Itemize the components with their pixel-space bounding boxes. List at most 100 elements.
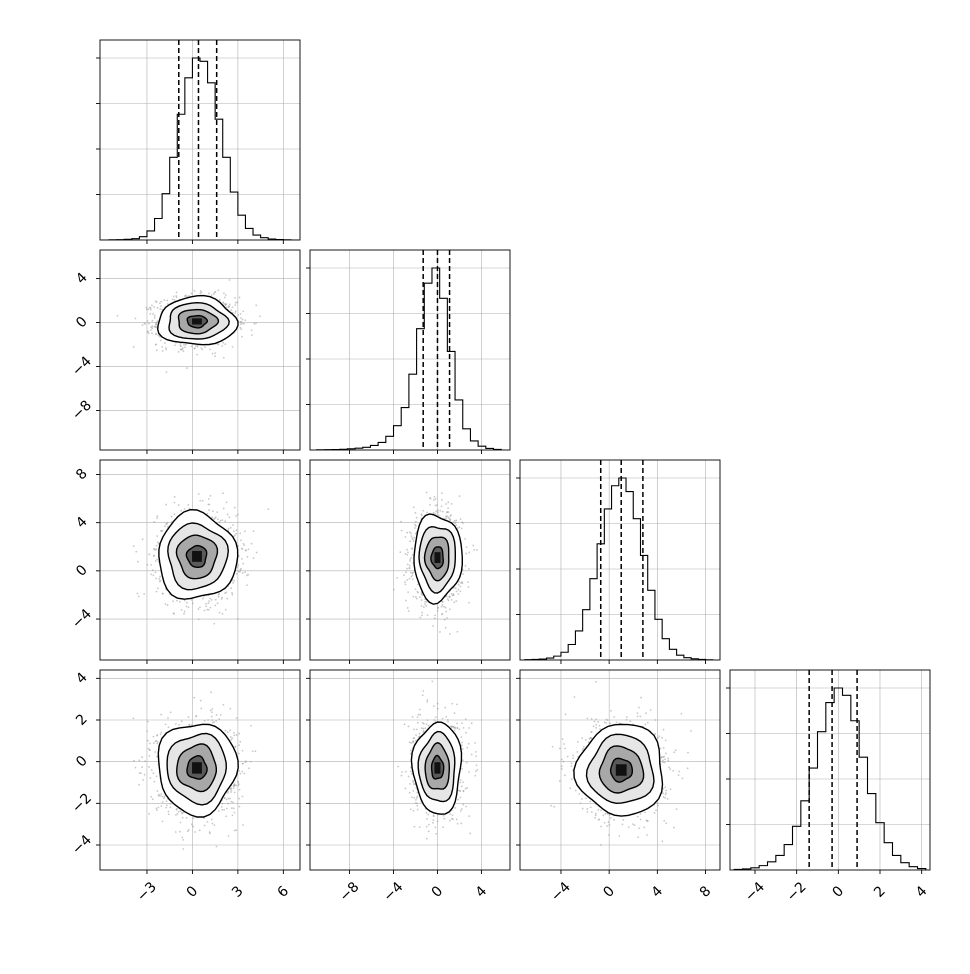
scatter-point [407, 775, 410, 778]
scatter-point [457, 583, 460, 586]
scatter-point [238, 797, 241, 800]
scatter-point [210, 691, 213, 694]
scatter-point [226, 597, 229, 600]
scatter-point [148, 749, 151, 751]
scatter-point [217, 518, 219, 521]
scatter-point [425, 723, 428, 726]
scatter-point [414, 532, 417, 535]
scatter-point [209, 348, 211, 351]
scatter-point [194, 715, 197, 718]
tick-label-x-1-3: 4 [473, 883, 491, 901]
scatter-point [134, 766, 137, 769]
scatter-point [153, 780, 156, 783]
scatter-point [253, 322, 256, 325]
scatter-point [158, 578, 161, 580]
scatter-point [448, 595, 451, 598]
tick-label-y-3-2: 0 [73, 753, 91, 771]
scatter-point [461, 722, 463, 725]
pair-panel-0-3 [100, 670, 300, 870]
scatter-point [649, 709, 652, 711]
scatter-point [166, 604, 169, 606]
scatter-point [412, 506, 415, 509]
scatter-point [146, 564, 149, 566]
scatter-point [452, 521, 455, 524]
scatter-point [165, 503, 168, 506]
scatter-point [229, 736, 232, 738]
scatter-point [149, 308, 152, 311]
scatter-point [409, 558, 412, 561]
scatter-point [193, 289, 196, 292]
scatter-point [156, 306, 159, 309]
scatter-point [680, 712, 683, 715]
scatter-point [171, 298, 174, 301]
scatter-point [181, 347, 184, 350]
scatter-point [622, 818, 625, 821]
scatter-point [595, 723, 598, 726]
scatter-point [410, 770, 412, 773]
scatter-point [660, 756, 663, 759]
scatter-point [451, 725, 454, 728]
scatter-point [456, 727, 459, 730]
scatter-point [250, 329, 253, 332]
scatter-point [408, 741, 411, 744]
scatter-point [459, 809, 462, 812]
scatter-point [231, 311, 234, 314]
scatter-point [229, 788, 232, 790]
scatter-point [609, 722, 612, 725]
scatter-point [419, 616, 422, 619]
scatter-point [421, 594, 424, 597]
scatter-point [225, 501, 228, 504]
scatter-point [146, 331, 149, 333]
scatter-point [169, 806, 172, 809]
scatter-point [151, 319, 154, 322]
tick-label-y-2-0: −4 [69, 606, 95, 632]
scatter-point [185, 343, 187, 346]
scatter-point [421, 611, 424, 614]
scatter-point [166, 804, 168, 807]
scatter-point [160, 731, 163, 734]
scatter-point [190, 724, 193, 726]
scatter-point [203, 719, 206, 722]
scatter-point [668, 766, 670, 769]
scatter-point [187, 716, 190, 719]
scatter-point [241, 770, 244, 773]
scatter-point [220, 598, 223, 600]
tick-label-x-0-0: −3 [134, 879, 160, 905]
scatter-point [597, 808, 600, 811]
scatter-point [662, 746, 665, 749]
tick-label-x-2-2: 4 [649, 883, 667, 901]
scatter-point [466, 786, 469, 789]
scatter-point [606, 825, 609, 827]
scatter-point [600, 825, 602, 828]
scatter-point [442, 814, 445, 817]
scatter-point [154, 548, 157, 551]
scatter-point [225, 815, 228, 818]
scatter-point [197, 618, 200, 621]
scatter-point [407, 610, 410, 612]
scatter-point [422, 690, 425, 692]
scatter-point [155, 809, 158, 812]
scatter-point [415, 734, 417, 737]
scatter-point [456, 822, 459, 825]
scatter-point [208, 503, 211, 506]
scatter-point [238, 805, 241, 808]
scatter-point [444, 606, 447, 609]
scatter-point [426, 614, 429, 617]
scatter-point [599, 728, 602, 730]
tick-label-x-3-2: 0 [830, 883, 848, 901]
scatter-point [458, 580, 460, 583]
contour-2-1 [418, 525, 456, 594]
contour-2-2 [423, 536, 450, 582]
scatter-point [574, 789, 577, 792]
scatter-point [209, 709, 212, 712]
scatter-point [558, 747, 561, 750]
tick-label-x-2-1: 0 [600, 883, 618, 901]
scatter-point [182, 350, 185, 353]
scatter-point [142, 778, 145, 781]
scatter-point [174, 723, 177, 725]
scatter-point [441, 613, 444, 615]
scatter-point [203, 346, 206, 349]
scatter-point [235, 532, 238, 535]
scatter-point [147, 332, 150, 335]
scatter-point [578, 793, 581, 795]
